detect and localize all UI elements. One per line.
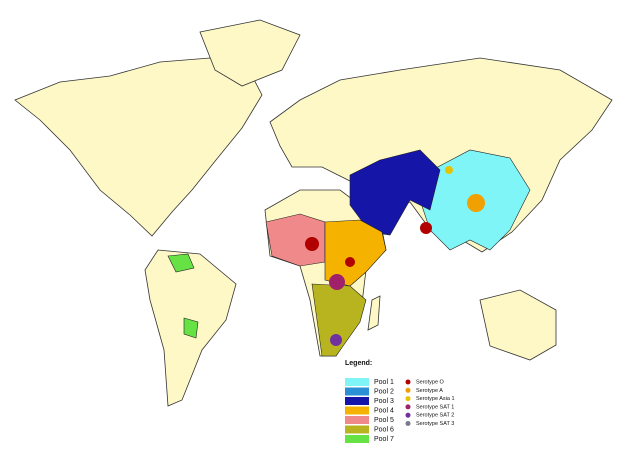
pie <box>330 334 342 346</box>
serotype-dot <box>405 387 411 393</box>
pie <box>329 274 345 290</box>
pool-swatch <box>345 387 369 396</box>
serotype-label: Serotype A <box>416 388 443 394</box>
serotype-dot <box>405 379 411 385</box>
pie <box>345 257 355 267</box>
pool-swatch <box>345 406 369 415</box>
pool-3-region <box>349 149 441 236</box>
outbreak-pies <box>305 166 485 346</box>
pool-label: Pool 3 <box>374 398 394 405</box>
pool-7-region <box>183 317 199 339</box>
pie <box>467 194 485 212</box>
pool-7-region <box>167 253 195 273</box>
serotype-label: Serotype Asia 1 <box>416 396 455 402</box>
landmasses <box>14 19 613 407</box>
pool-label: Pool 4 <box>374 407 394 414</box>
pool-label: Pool 6 <box>374 426 394 433</box>
pool-6-region <box>311 283 367 357</box>
serotype-label: Serotype SAT 3 <box>416 421 454 427</box>
serotype-label: Serotype O <box>416 379 445 385</box>
pool-swatch <box>345 425 369 434</box>
pool-swatch <box>345 378 369 386</box>
serotype-dot <box>405 412 411 418</box>
pool-label: Pool 1 <box>374 379 394 386</box>
pool-label: Pool 7 <box>374 436 394 443</box>
north-america <box>14 57 263 237</box>
serotype-label: Serotype SAT 2 <box>416 413 454 419</box>
pool-label: Pool 2 <box>374 388 394 395</box>
australia <box>479 289 557 361</box>
madagascar <box>367 295 381 331</box>
serotype-dot <box>405 404 411 410</box>
pie <box>305 237 319 251</box>
serotype-dot <box>405 396 411 402</box>
pool-swatch <box>345 416 369 424</box>
pie <box>420 222 432 234</box>
legend: Legend: Pool 1 Pool 2 Pool 3 Pool 4 Pool 5 Po… <box>345 360 455 443</box>
serotype-dot <box>405 421 411 426</box>
pool-swatch <box>345 397 369 405</box>
legend-title: Legend: <box>345 360 372 367</box>
eurasia <box>269 57 613 253</box>
pool-label: Pool 5 <box>374 417 394 424</box>
pie <box>445 166 453 174</box>
greenland <box>199 19 301 87</box>
pool-swatch <box>345 435 369 443</box>
serotype-label: Serotype SAT 1 <box>416 404 454 410</box>
